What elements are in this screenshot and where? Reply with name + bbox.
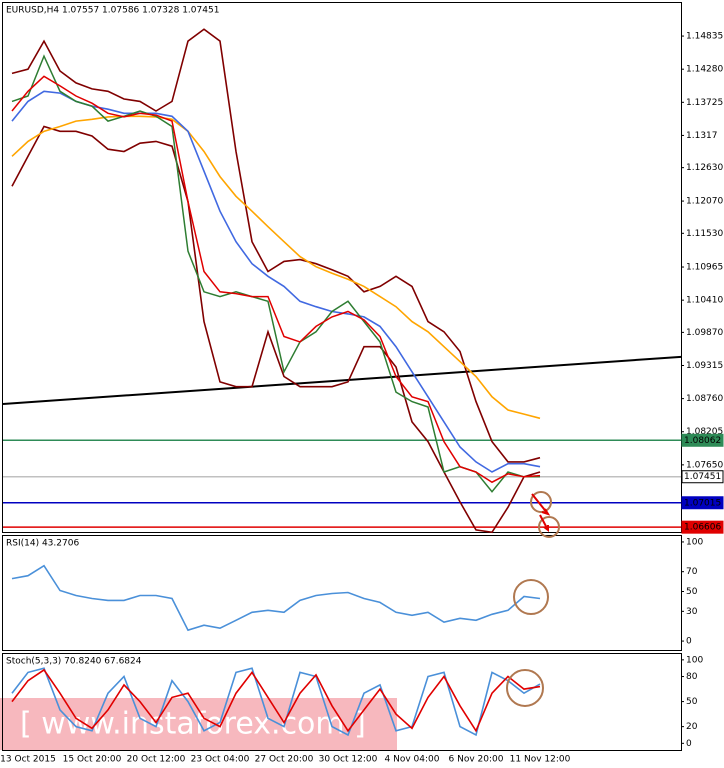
- y-tick-label: 1.10965: [686, 263, 723, 273]
- y-tick-label: 1.14280: [686, 65, 723, 75]
- series-line: [11, 75, 541, 484]
- y-tick-label: 1.12630: [686, 163, 723, 173]
- y-tick-label: 1.07650: [686, 460, 723, 470]
- series-line: [11, 667, 541, 737]
- x-tick-label: 13 Oct 2015: [0, 755, 56, 765]
- x-tick-label: 27 Oct 20:00: [255, 755, 314, 765]
- series-line: [11, 668, 541, 733]
- y-tick-label: 0: [686, 739, 692, 749]
- x-tick-label: 15 Oct 20:00: [63, 755, 122, 765]
- y-tick-label: 50: [686, 587, 698, 597]
- level-label-box: [681, 433, 724, 447]
- annotation-circle: [513, 579, 549, 615]
- y-tick-label: 70: [686, 567, 698, 577]
- y-tick-label: 100: [686, 537, 703, 547]
- y-tick-label: 1.13725: [686, 98, 723, 108]
- x-tick-label: 11 Nov 12:00: [510, 755, 571, 765]
- annotation-circle: [506, 669, 544, 707]
- y-tick-label: 1.08205: [686, 427, 723, 437]
- level-label-box: [681, 470, 724, 484]
- level-label-box: [681, 520, 724, 534]
- chart-title: EURUSD,H4 1.07557 1.07586 1.07328 1.0745…: [6, 6, 219, 16]
- y-tick-label: 1.09315: [686, 361, 723, 371]
- annotation-circle: [530, 491, 552, 513]
- arrow: [539, 514, 549, 532]
- series-line: [11, 115, 541, 420]
- y-tick-label: 80: [686, 672, 698, 682]
- x-tick-label: 4 Nov 04:00: [385, 755, 440, 765]
- y-tick-label: 1.14835: [686, 32, 723, 42]
- level-label: 1.08062: [684, 436, 721, 446]
- annotation-circle: [538, 516, 560, 538]
- series-line: [11, 28, 541, 463]
- series-line: [11, 564, 541, 632]
- trend-line: [2, 355, 682, 405]
- y-tick-label: 1.12070: [686, 197, 723, 207]
- rsi-panel: [2, 535, 682, 651]
- y-tick-label: 50: [686, 697, 698, 707]
- y-tick-label: 1.09870: [686, 328, 723, 338]
- y-tick-label: 1.11530: [686, 229, 723, 239]
- x-tick-label: 6 Nov 20:00: [449, 755, 504, 765]
- series-line: [11, 125, 541, 534]
- level-label: 1.06606: [684, 523, 721, 533]
- annotations: [506, 491, 560, 707]
- level-label: 1.07451: [684, 472, 721, 482]
- arrow: [531, 493, 551, 516]
- series-line: [11, 54, 540, 493]
- level-label-box: [681, 496, 724, 510]
- y-tick-label: 1.08760: [686, 394, 723, 404]
- y-tick-label: 30: [686, 607, 698, 617]
- y-tick-label: 100: [686, 655, 703, 665]
- rsi-title: RSI(14) 43.2706: [6, 539, 79, 549]
- stoch-title: Stoch(5,3,3) 70.8240 67.6824: [6, 657, 142, 667]
- x-tick-label: 30 Oct 12:00: [319, 755, 378, 765]
- x-tick-label: 20 Oct 12:00: [127, 755, 186, 765]
- level-label: 1.07015: [684, 498, 721, 508]
- y-tick-label: 1.10410: [686, 296, 723, 306]
- y-tick-label: 20: [686, 722, 698, 732]
- watermark: [ www.instaforex.com ]: [20, 707, 366, 742]
- y-tick-label: 0: [686, 637, 692, 647]
- x-tick-label: 23 Oct 04:00: [191, 755, 250, 765]
- y-tick-label: 1.1317: [686, 131, 718, 141]
